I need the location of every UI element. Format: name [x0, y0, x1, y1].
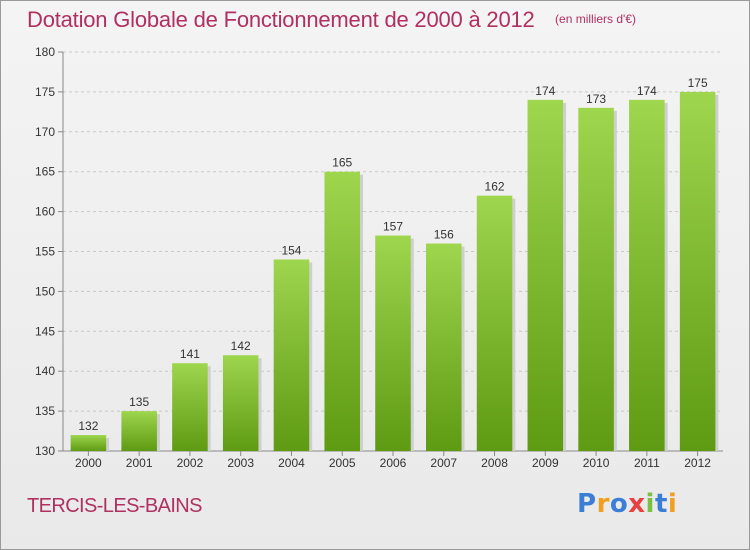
y-tick-label: 155 [35, 245, 55, 259]
bar-value-label: 174 [535, 84, 555, 98]
bar-value-label: 157 [383, 220, 403, 234]
bar [324, 171, 360, 451]
y-tick-label: 165 [35, 165, 55, 179]
commune-name: TERCIS-LES-BAINS [27, 495, 202, 517]
bar-value-label: 175 [688, 76, 708, 90]
y-tick-label: 160 [35, 205, 55, 219]
bar [273, 259, 310, 451]
x-tick-label: 2011 [634, 456, 660, 470]
x-tick-label: 2005 [329, 456, 356, 470]
bar-value-label: 132 [78, 419, 98, 433]
logo-letter: r [596, 489, 610, 519]
x-tick-label: 2009 [532, 456, 559, 470]
bar [629, 99, 665, 451]
y-tick-label: 145 [35, 324, 55, 338]
x-tick-label: 2010 [583, 456, 610, 470]
bar [679, 91, 716, 452]
x-tick-label: 2006 [380, 456, 407, 470]
y-tick-label: 135 [35, 404, 55, 418]
bar-value-label: 141 [180, 347, 200, 361]
y-tick-label: 170 [35, 125, 55, 139]
bar [476, 195, 513, 451]
y-tick-label: 175 [35, 85, 55, 99]
bar [172, 363, 208, 451]
bar-value-label: 174 [637, 84, 657, 98]
bar-value-label: 162 [485, 180, 505, 194]
bar-value-label: 135 [129, 395, 149, 409]
bar-value-label: 173 [586, 92, 606, 106]
bar-value-label: 165 [332, 156, 352, 170]
x-tick-label: 2003 [227, 456, 254, 470]
proxiti-logo: Proxiti [577, 489, 677, 519]
title-row: Dotation Globale de Fonctionnement de 20… [27, 7, 636, 33]
bar [375, 235, 411, 451]
bar-value-label: 142 [231, 339, 251, 353]
logo-letter: P [577, 489, 597, 519]
bar [578, 107, 614, 452]
labels: 130 135 140 145 150 155 160 165 170 175 180 132 2000… [35, 45, 711, 470]
bar [121, 411, 157, 451]
bar [426, 243, 462, 451]
y-tick-label: 140 [35, 364, 55, 378]
y-tick-label: 180 [35, 45, 55, 59]
x-tick-label: 2000 [75, 456, 102, 470]
logo-letter: o [609, 489, 629, 519]
bars [70, 91, 719, 452]
y-tick-label: 130 [35, 444, 55, 458]
x-tick-label: 2002 [177, 456, 204, 470]
bar-value-label: 156 [434, 228, 454, 242]
logo-letter: t [654, 489, 668, 519]
chart-subtitle: (en milliers d'€) [555, 12, 637, 26]
bar-value-label: 154 [281, 243, 301, 257]
x-tick-label: 2004 [278, 456, 305, 470]
x-tick-label: 2001 [126, 456, 153, 470]
bar [70, 435, 107, 451]
logo-letter: i [667, 489, 678, 519]
logo-letter: x [628, 489, 646, 519]
bar [527, 99, 564, 451]
x-tick-label: 2008 [481, 456, 508, 470]
logo-letter: i [645, 489, 655, 519]
chart-title: Dotation Globale de Fonctionnement de 20… [27, 7, 535, 32]
bar [222, 355, 259, 451]
y-tick-label: 150 [35, 284, 55, 298]
x-tick-label: 2012 [684, 456, 711, 470]
x-tick-label: 2007 [430, 456, 457, 470]
